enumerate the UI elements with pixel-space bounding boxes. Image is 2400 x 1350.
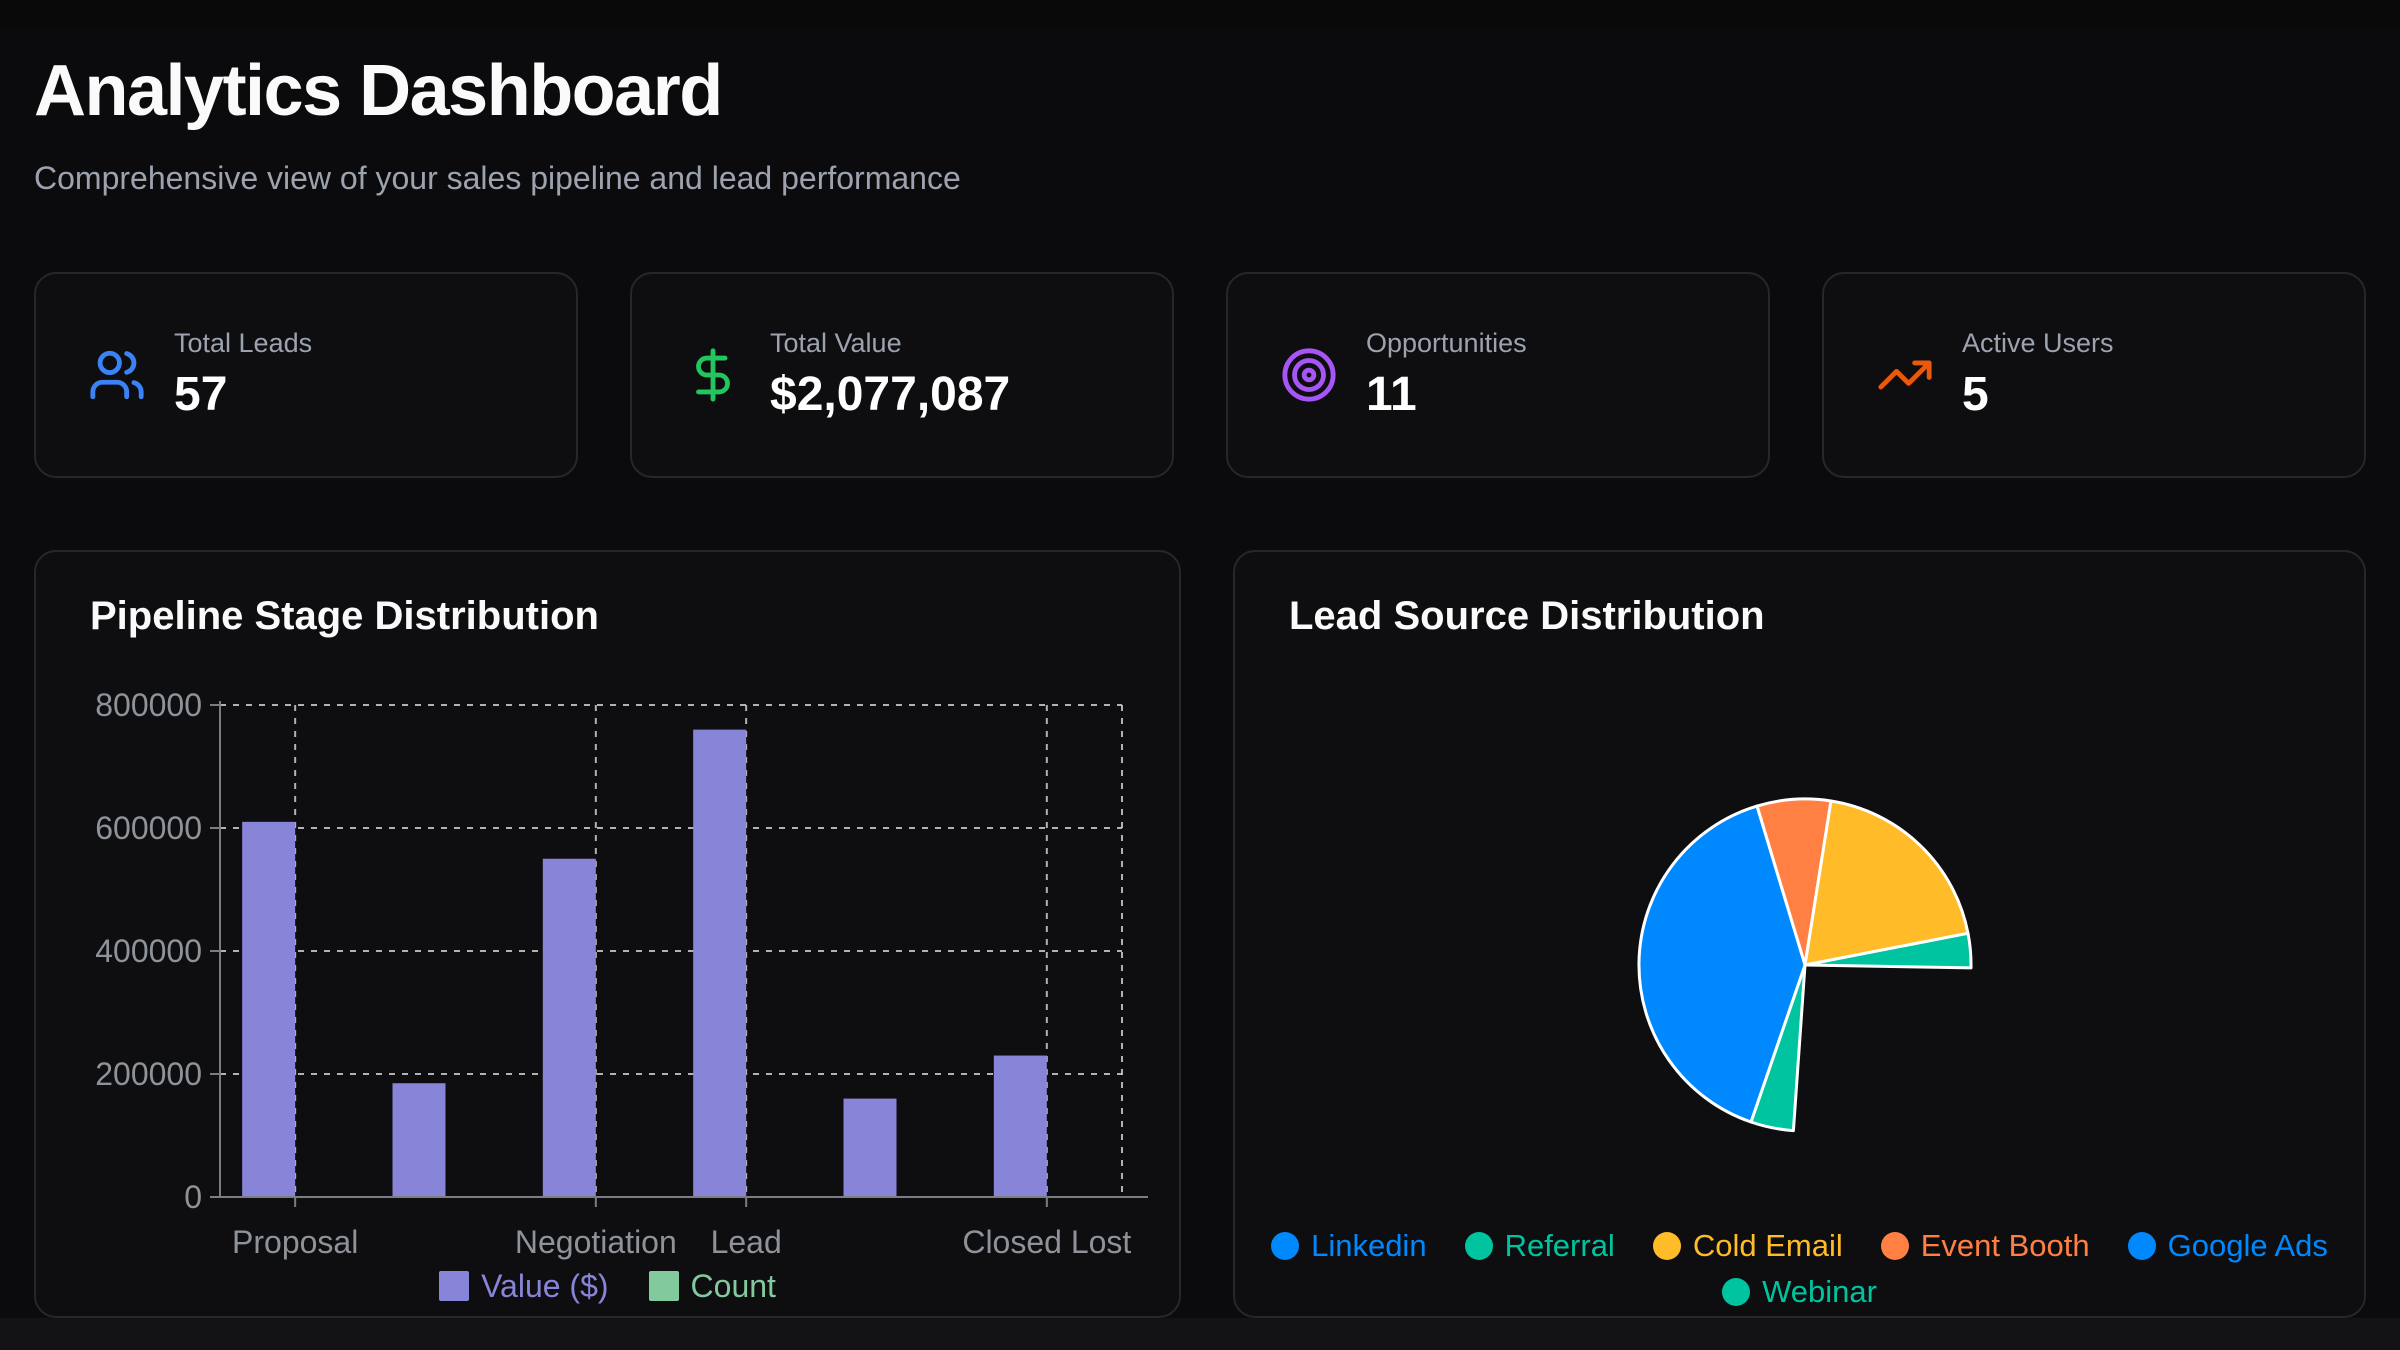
pie-slice-google-ads[interactable] bbox=[1637, 804, 1807, 1124]
lead-source-pie-chart[interactable] bbox=[1235, 552, 2366, 1318]
stat-label: Active Users bbox=[1962, 328, 2114, 358]
bar-proposal[interactable] bbox=[242, 821, 296, 1197]
legend-item-linkedin[interactable]: Linkedin bbox=[1271, 1228, 1427, 1264]
legend-item-cold-email[interactable]: Cold Email bbox=[1652, 1228, 1843, 1264]
target-icon bbox=[1280, 346, 1338, 404]
stat-label: Opportunities bbox=[1366, 328, 1527, 358]
legend-label: Cold Email bbox=[1692, 1228, 1843, 1263]
stat-card-total-value: Total Value $2,077,087 bbox=[630, 272, 1174, 478]
x-tick-label: Negotiation bbox=[515, 1224, 677, 1260]
legend-label: Value ($) bbox=[481, 1267, 609, 1304]
charts-row: Pipeline Stage Distribution 0 200000 40000… bbox=[34, 550, 2366, 1318]
legend-dot bbox=[1880, 1232, 1909, 1260]
lead-source-chart-title: Lead Source Distribution bbox=[1289, 594, 1765, 638]
bar-negotiation[interactable] bbox=[542, 858, 596, 1197]
page-title: Analytics Dashboard bbox=[34, 51, 723, 131]
page-subtitle: Comprehensive view of your sales pipelin… bbox=[34, 160, 961, 196]
stat-card-opportunities: Opportunities 11 bbox=[1226, 272, 1770, 478]
y-tick-label: 600000 bbox=[95, 810, 202, 846]
legend-label: Linkedin bbox=[1311, 1228, 1427, 1263]
bar-stage-2[interactable] bbox=[392, 1083, 446, 1197]
legend-swatch bbox=[648, 1271, 679, 1301]
lead-source-panel: Lead Source Distribution Linkedin Referra… bbox=[1233, 550, 2366, 1318]
legend-dot bbox=[1271, 1232, 1300, 1260]
legend-item-event-booth[interactable]: Event Booth bbox=[1880, 1228, 2090, 1264]
legend-dot bbox=[2127, 1232, 2156, 1260]
dollar-sign-icon bbox=[684, 346, 742, 404]
bar-closed-lost[interactable] bbox=[993, 1055, 1047, 1197]
stat-label: Total Leads bbox=[174, 328, 313, 358]
stat-card-total-leads: Total Leads 57 bbox=[34, 272, 578, 478]
stats-row: Total Leads 57 Total Value $2,077,087 Op… bbox=[34, 272, 2366, 478]
legend-label: Google Ads bbox=[2167, 1228, 2328, 1263]
bottom-strip bbox=[0, 1318, 2400, 1350]
stat-value: 57 bbox=[174, 368, 228, 421]
legend-item-referral[interactable]: Referral bbox=[1464, 1228, 1615, 1264]
legend-item-value-[interactable]: Value ($) bbox=[439, 1267, 609, 1305]
bar-lead[interactable] bbox=[693, 729, 747, 1197]
y-tick-label: 400000 bbox=[95, 933, 202, 969]
stat-label: Total Value bbox=[770, 328, 902, 358]
stat-value: 11 bbox=[1366, 368, 1417, 421]
trending-up-icon bbox=[1876, 346, 1934, 404]
legend-item-webinar[interactable]: Webinar bbox=[1722, 1274, 1877, 1310]
legend-label: Referral bbox=[1504, 1228, 1615, 1263]
legend-swatch bbox=[439, 1271, 470, 1301]
y-tick-label: 0 bbox=[184, 1179, 202, 1215]
legend-dot bbox=[1652, 1232, 1681, 1260]
pie-legend-row: Linkedin Referral Cold Email Event Booth Goo… bbox=[1271, 1228, 2328, 1264]
legend-label: Webinar bbox=[1762, 1274, 1877, 1309]
legend-label: Event Booth bbox=[1920, 1228, 2090, 1263]
pipeline-chart-legend: Value ($) Count bbox=[36, 1264, 1179, 1308]
pie-slice-cold-email[interactable] bbox=[1803, 799, 1970, 967]
pie-legend-row: Webinar bbox=[1722, 1274, 1877, 1310]
bar-stage-5[interactable] bbox=[843, 1098, 897, 1197]
y-tick-label: 800000 bbox=[95, 687, 202, 723]
y-tick-label: 200000 bbox=[95, 1056, 202, 1092]
pipeline-stage-panel: Pipeline Stage Distribution 0 200000 40000… bbox=[34, 550, 1181, 1318]
legend-label: Count bbox=[690, 1267, 776, 1304]
x-tick-label: Proposal bbox=[232, 1224, 358, 1260]
top-strip bbox=[0, 0, 2400, 30]
legend-dot bbox=[1722, 1278, 1751, 1306]
pipeline-chart-title: Pipeline Stage Distribution bbox=[90, 594, 599, 638]
users-icon bbox=[88, 346, 146, 404]
legend-item-count[interactable]: Count bbox=[648, 1267, 776, 1305]
pie-slice-referral[interactable] bbox=[1803, 931, 1973, 970]
legend-dot bbox=[1464, 1232, 1493, 1260]
lead-source-chart-legend: Linkedin Referral Cold Email Event Booth Goo… bbox=[1235, 1228, 2364, 1310]
stat-value: 5 bbox=[1962, 368, 1989, 421]
stat-card-active-users: Active Users 5 bbox=[1822, 272, 2366, 478]
x-tick-label: Closed Lost bbox=[962, 1224, 1131, 1260]
pipeline-bar-chart[interactable]: 0 200000 400000 600000 800000 Proposal Negotia… bbox=[36, 552, 1181, 1318]
legend-item-google-ads[interactable]: Google Ads bbox=[2127, 1228, 2328, 1264]
x-tick-label: Lead bbox=[711, 1224, 782, 1260]
stat-value: $2,077,087 bbox=[770, 368, 1011, 421]
